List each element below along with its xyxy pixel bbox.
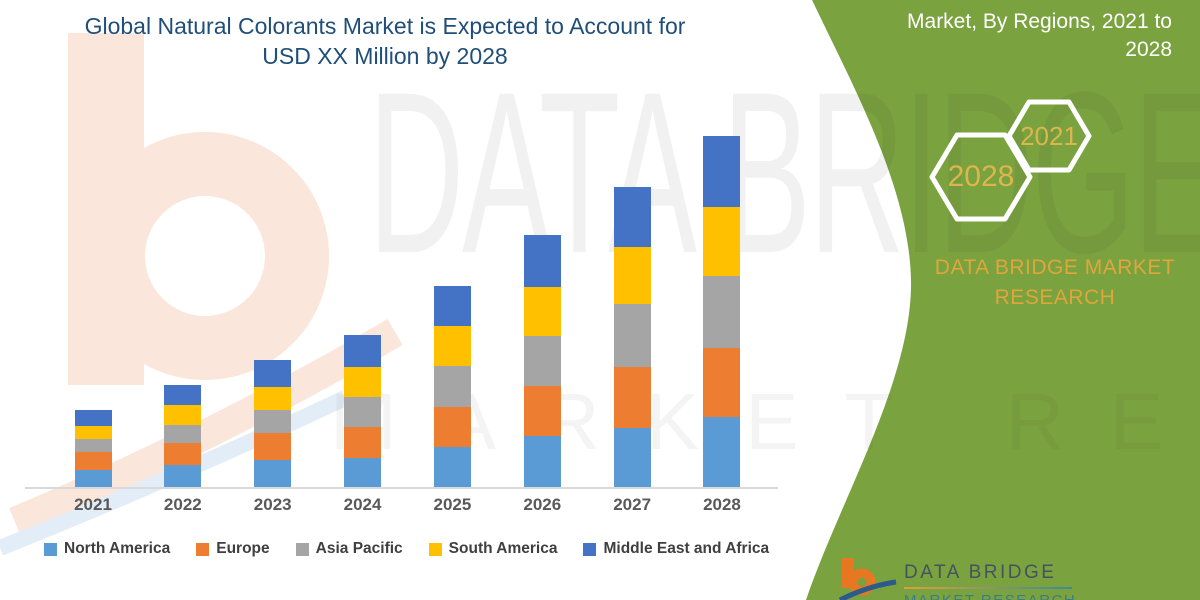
bar-segment-europe (164, 443, 202, 465)
bar-segment-europe (254, 433, 292, 460)
bar-segment-middle-east-and-africa (613, 187, 651, 247)
bar-segment-north-america (344, 458, 382, 487)
bar-segment-asia-pacific (613, 304, 651, 367)
bar-segment-south-america (523, 287, 561, 336)
bar-segment-asia-pacific (703, 276, 741, 348)
bar-segment-asia-pacific (74, 439, 112, 452)
bar-segment-south-america (74, 426, 112, 439)
bar-segment-south-america (254, 387, 292, 410)
bar-2022 (164, 385, 202, 487)
bar-segment-asia-pacific (523, 336, 561, 386)
bar-segment-north-america (433, 447, 471, 487)
bar-segment-europe (703, 348, 741, 417)
bar-segment-asia-pacific (344, 397, 382, 427)
bar-segment-north-america (164, 465, 202, 487)
x-axis-label-2021: 2021 (74, 495, 112, 514)
hexagon-badge-2028: 2028 (928, 130, 1034, 224)
footer-logo: DATA BRIDGE MARKET RESEARCH (838, 556, 1168, 600)
x-axis-label-2022: 2022 (163, 495, 202, 514)
x-axis-label-2027: 2027 (613, 495, 652, 514)
bar-segment-middle-east-and-africa (344, 335, 382, 367)
legend-label: South America (448, 540, 558, 557)
legend-swatch-icon (44, 542, 57, 556)
data-bridge-b-logo-icon (838, 558, 897, 600)
footer-logo-divider (904, 587, 1072, 589)
bar-2024 (344, 335, 382, 487)
bar-2027 (613, 187, 651, 487)
bar-2021 (74, 410, 112, 487)
legend-swatch-icon (196, 542, 210, 556)
bar-chart: 2021 2022 2023 2024 2025 2026 2027 2028 (25, 100, 778, 514)
footer-logo-sub: MARKET RESEARCH (904, 592, 1076, 600)
bar-segment-middle-east-and-africa (523, 235, 561, 287)
bar-segment-asia-pacific (254, 410, 292, 433)
legend-item-middle-east-and-africa: Middle East and Africa (583, 540, 769, 558)
panel-heading: Market, By Regions, 2021 to 2028 (842, 8, 1172, 65)
bar-segment-middle-east-and-africa (254, 360, 292, 387)
chart-title-line2: USD XX Million by 2028 (262, 42, 508, 69)
legend-label: Middle East and Africa (603, 540, 770, 557)
panel-brand-text: DATA BRIDGE MARKET RESEARCH (920, 253, 1190, 314)
x-axis-label-2028: 2028 (703, 495, 741, 514)
bar-segment-south-america (433, 326, 471, 366)
legend-item-north-america: North America (44, 540, 170, 558)
bar-segment-middle-east-and-africa (433, 286, 471, 326)
bar-2028 (703, 136, 741, 487)
hexagon-badge-2021: 2021 (1006, 98, 1092, 174)
legend-item-asia-pacific: Asia Pacific (295, 540, 403, 558)
bar-segment-north-america (523, 436, 561, 487)
chart-legend: North America Europe Asia Pacific South Ame… (44, 540, 769, 558)
bar-segment-south-america (164, 405, 202, 425)
bar-segment-asia-pacific (433, 366, 471, 407)
x-axis-label-2025: 2025 (433, 495, 472, 514)
bar-segment-asia-pacific (164, 425, 202, 443)
bar-segment-south-america (703, 207, 741, 276)
x-axis-label-2026: 2026 (523, 495, 562, 514)
legend-label: Europe (216, 540, 270, 557)
chart-title: Global Natural Colorants Market is Expec… (65, 12, 705, 72)
bar-segment-north-america (703, 417, 741, 487)
hexagon-year-2021: 2021 (1020, 120, 1078, 151)
bar-segment-south-america (344, 367, 382, 397)
bar-segment-europe (523, 386, 561, 436)
bar-segment-europe (344, 427, 382, 458)
x-axis-label-2023: 2023 (253, 495, 292, 514)
legend-label: Asia Pacific (315, 540, 403, 557)
legend-swatch-icon (583, 542, 597, 556)
bar-2025 (433, 286, 471, 487)
hexagon-outline-icon (929, 132, 1033, 222)
bar-segment-middle-east-and-africa (703, 136, 741, 207)
legend-swatch-icon (295, 542, 309, 556)
panel-heading-line2: 2028 (1125, 38, 1172, 62)
bar-segment-north-america (74, 470, 112, 487)
bar-segment-south-america (613, 247, 651, 304)
hexagon-year-2028: 2028 (947, 160, 1015, 193)
bar-segment-north-america (254, 460, 292, 487)
bar-segment-europe (613, 367, 651, 428)
legend-label: North America (64, 540, 171, 557)
bar-segment-europe (74, 452, 112, 470)
legend-item-south-america: South America (428, 540, 558, 558)
bar-2026 (523, 235, 561, 487)
panel-brand-line2: RESEARCH (994, 286, 1116, 310)
footer-logo-brand: DATA BRIDGE (904, 562, 1057, 583)
bar-2023 (254, 360, 292, 487)
bar-segment-middle-east-and-africa (164, 385, 202, 405)
legend-swatch-icon (428, 542, 442, 556)
panel-brand-line1: DATA BRIDGE MARKET (934, 256, 1176, 279)
chart-title-line1: Global Natural Colorants Market is Expec… (84, 13, 686, 39)
x-axis-label-2024: 2024 (343, 495, 382, 514)
bar-segment-europe (433, 407, 471, 447)
hexagon-outline-icon (1006, 99, 1092, 173)
bar-segment-middle-east-and-africa (74, 410, 112, 426)
panel-heading-line1: Market, By Regions, 2021 to (907, 10, 1172, 33)
bar-segment-north-america (613, 428, 651, 487)
legend-item-europe: Europe (196, 540, 270, 558)
